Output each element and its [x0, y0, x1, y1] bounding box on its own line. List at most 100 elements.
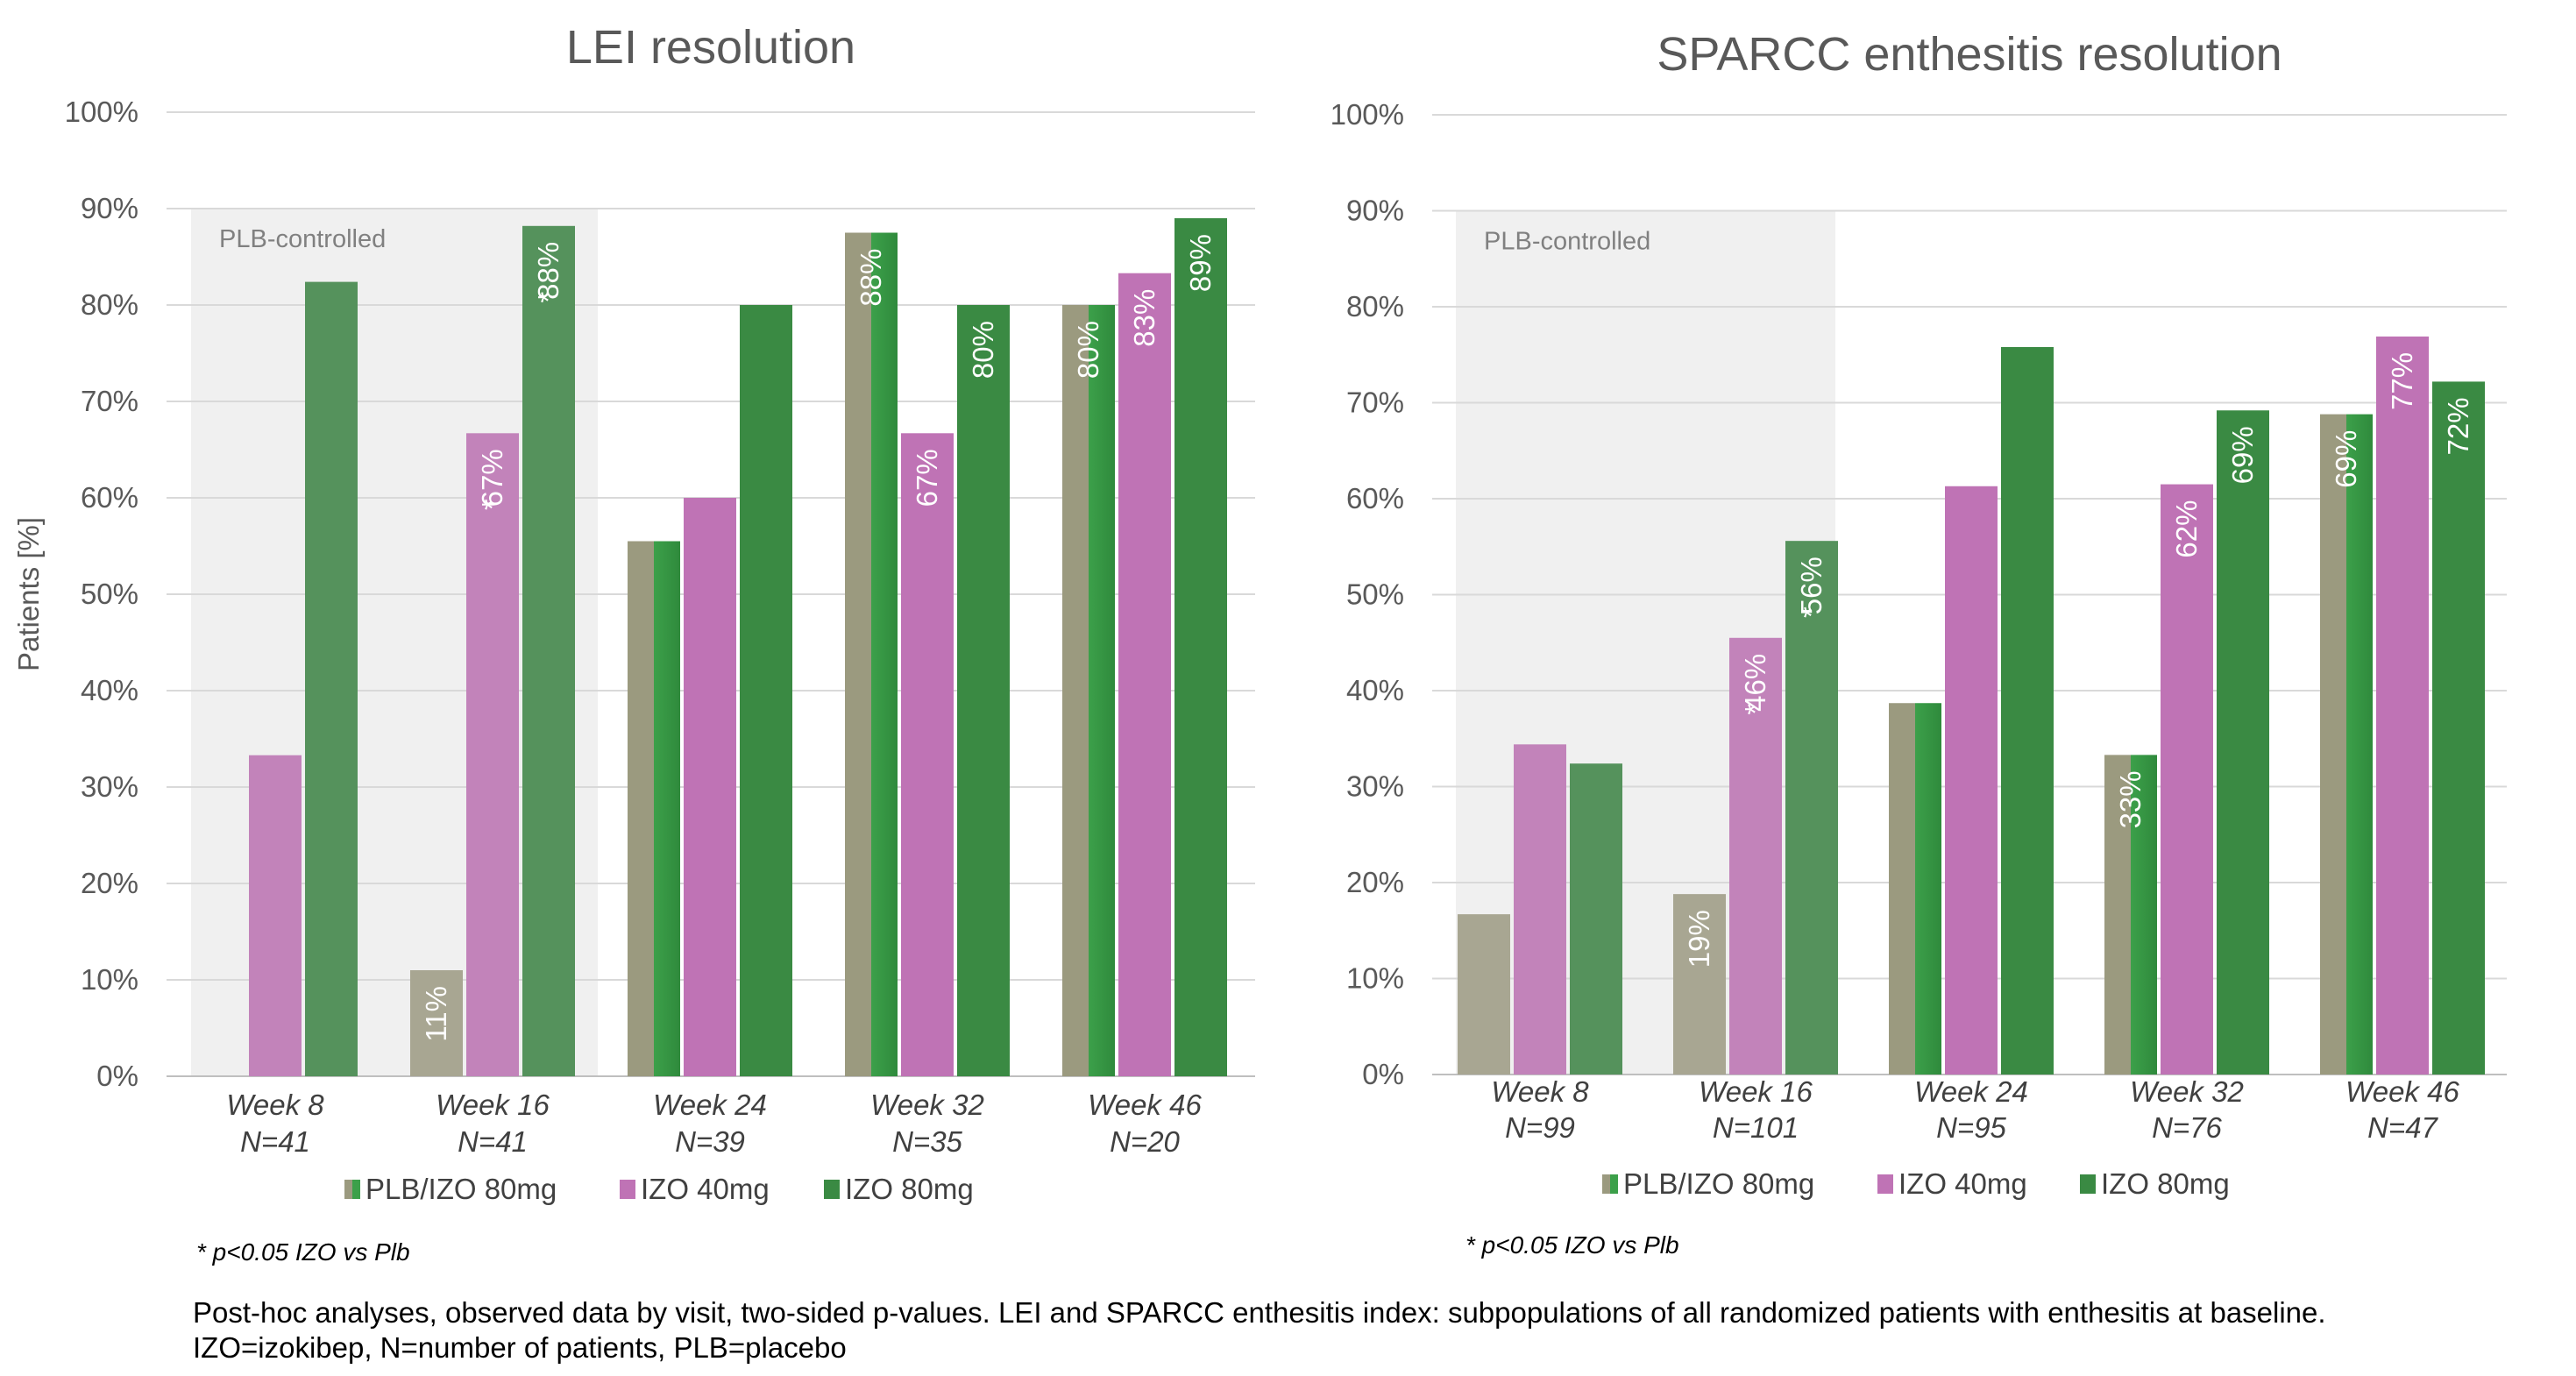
bar-izo-80mg-week-8: [1570, 763, 1622, 1075]
x-tick-label: Week 46: [1088, 1089, 1202, 1121]
legend-swatch: [1610, 1174, 1618, 1194]
y-tick-label: 10%: [1346, 962, 1404, 995]
significance-footnote: * p<0.05 IZO vs Plb: [196, 1238, 410, 1266]
x-tick-n-label: N=41: [240, 1125, 310, 1158]
legend-label: PLB/IZO 80mg: [1623, 1167, 1814, 1200]
bar-izo-40mg-week-16: [466, 433, 519, 1076]
footnote-line-2: IZO=izokibep, N=number of patients, PLB=…: [193, 1331, 847, 1365]
significance-footnote: * p<0.05 IZO vs Plb: [1465, 1231, 1679, 1259]
x-tick-n-label: N=101: [1713, 1111, 1799, 1144]
y-tick-label: 50%: [81, 578, 138, 610]
bar-plb-izo-80mg-week-16: [1673, 894, 1726, 1075]
legend-swatch: [824, 1180, 840, 1199]
data-label: 72%: [2442, 397, 2474, 455]
y-tick-label: 20%: [81, 867, 138, 899]
data-label: 62%: [2170, 500, 2203, 558]
data-label: 69%: [2226, 426, 2259, 484]
data-label: 83%: [1128, 289, 1160, 347]
y-tick-label: 100%: [65, 96, 138, 128]
legend-swatch: [352, 1180, 360, 1199]
bar-plb-izo-80mg-week-16: [410, 970, 463, 1076]
y-tick-label: 90%: [81, 192, 138, 224]
plb-controlled-label: PLB-controlled: [219, 225, 386, 253]
y-tick-label: 90%: [1346, 195, 1404, 227]
y-tick-label: 50%: [1346, 578, 1404, 611]
x-tick-label: Week 8: [1491, 1075, 1589, 1108]
bar-izo-80mg-week-46: [1174, 218, 1227, 1076]
x-tick-n-label: N=41: [458, 1125, 528, 1158]
data-label: 89%: [1184, 234, 1217, 292]
bar-plb-izo-80mg-week-8: [1458, 914, 1510, 1075]
x-tick-label: Week 24: [653, 1089, 767, 1121]
data-label: 56%: [1795, 557, 1827, 614]
legend-swatch: [2080, 1174, 2096, 1194]
data-label: 67%: [911, 449, 943, 507]
x-tick-label: Week 8: [226, 1089, 324, 1121]
y-axis-label: Patients [%]: [12, 517, 45, 671]
x-tick-label: Week 16: [1699, 1075, 1813, 1108]
significance-star: *: [532, 292, 564, 303]
bar-izo-40mg-week-24: [1945, 486, 1998, 1075]
data-label: 46%: [1739, 654, 1771, 712]
bar-izo-40mg-week-46: [1118, 273, 1171, 1076]
bar-izo-80mg-week-46: [2432, 381, 2485, 1075]
bar-izo-40mg-week-24: [684, 498, 736, 1076]
data-label: 88%: [532, 242, 564, 300]
chart-title: LEI resolution: [566, 21, 855, 74]
y-tick-label: 40%: [1346, 674, 1404, 706]
data-label: 69%: [2330, 430, 2362, 488]
sparcc-resolution-panel: PLB-controlled 0% 10% 20% 30% 40% 50% 60% 70% 80%…: [1331, 28, 2507, 1259]
significance-star: *: [1739, 704, 1771, 715]
x-tick-n-label: N=47: [2367, 1111, 2438, 1144]
legend-label: IZO 80mg: [845, 1173, 974, 1205]
bar-izo-80mg-week-8: [305, 281, 358, 1077]
x-tick-label: Week 46: [2345, 1075, 2459, 1108]
y-tick-label: 70%: [81, 385, 138, 417]
x-tick-label: Week 32: [2130, 1075, 2244, 1108]
data-label: 19%: [1683, 910, 1715, 968]
x-tick-label: Week 32: [870, 1089, 984, 1121]
bar-plb-izo-80mg-week-46: [2320, 414, 2373, 1075]
bar-izo-80mg-week-16: [522, 225, 575, 1076]
bar-izo-40mg-week-32: [901, 433, 954, 1076]
x-tick-n-label: N=95: [1936, 1111, 2006, 1144]
bar-plb-izo-80mg-week-46: [1062, 305, 1115, 1076]
bar-izo-80mg-week-24: [2001, 346, 2054, 1075]
significance-star: *: [1795, 606, 1827, 618]
bar-izo-40mg-week-8: [1514, 744, 1566, 1075]
y-tick-label: 60%: [81, 481, 138, 514]
data-label: 77%: [2386, 352, 2418, 410]
legend-swatch: [344, 1180, 352, 1199]
y-tick-label: 80%: [81, 288, 138, 321]
legend-label: PLB/IZO 80mg: [365, 1173, 557, 1205]
x-tick-label: Week 24: [1914, 1075, 2028, 1108]
data-label: 88%: [855, 249, 887, 307]
data-label: 67%: [476, 449, 508, 507]
x-tick-n-label: N=39: [675, 1125, 745, 1158]
y-tick-label: 0%: [96, 1060, 138, 1092]
bar-plb-izo-80mg-week-24: [1889, 703, 1941, 1075]
x-tick-n-label: N=35: [892, 1125, 962, 1158]
data-label: 80%: [1072, 321, 1104, 379]
data-label: 80%: [967, 321, 999, 379]
y-tick-label: 20%: [1346, 866, 1404, 898]
x-tick-n-label: N=99: [1505, 1111, 1575, 1144]
y-tick-label: 10%: [81, 963, 138, 996]
significance-star: *: [476, 499, 508, 510]
plb-controlled-label: PLB-controlled: [1484, 228, 1650, 256]
x-tick-n-label: N=76: [2152, 1111, 2222, 1144]
x-tick-label: Week 16: [436, 1089, 550, 1121]
y-tick-label: 30%: [81, 770, 138, 803]
legend-label: IZO 40mg: [1898, 1167, 2027, 1200]
bar-izo-80mg-week-16: [1785, 541, 1838, 1075]
y-tick-label: 80%: [1346, 290, 1404, 323]
y-tick-label: 30%: [1346, 770, 1404, 803]
bar-plb-izo-80mg-week-32: [2104, 755, 2157, 1075]
methods-footnote: Post-hoc analyses, observed data by visi…: [193, 1295, 2326, 1366]
legend-swatch: [1877, 1174, 1893, 1194]
y-tick-label: 40%: [81, 674, 138, 706]
y-tick-label: 0%: [1362, 1058, 1404, 1090]
bar-izo-40mg-week-16: [1729, 637, 1782, 1075]
y-tick-label: 100%: [1331, 98, 1404, 131]
